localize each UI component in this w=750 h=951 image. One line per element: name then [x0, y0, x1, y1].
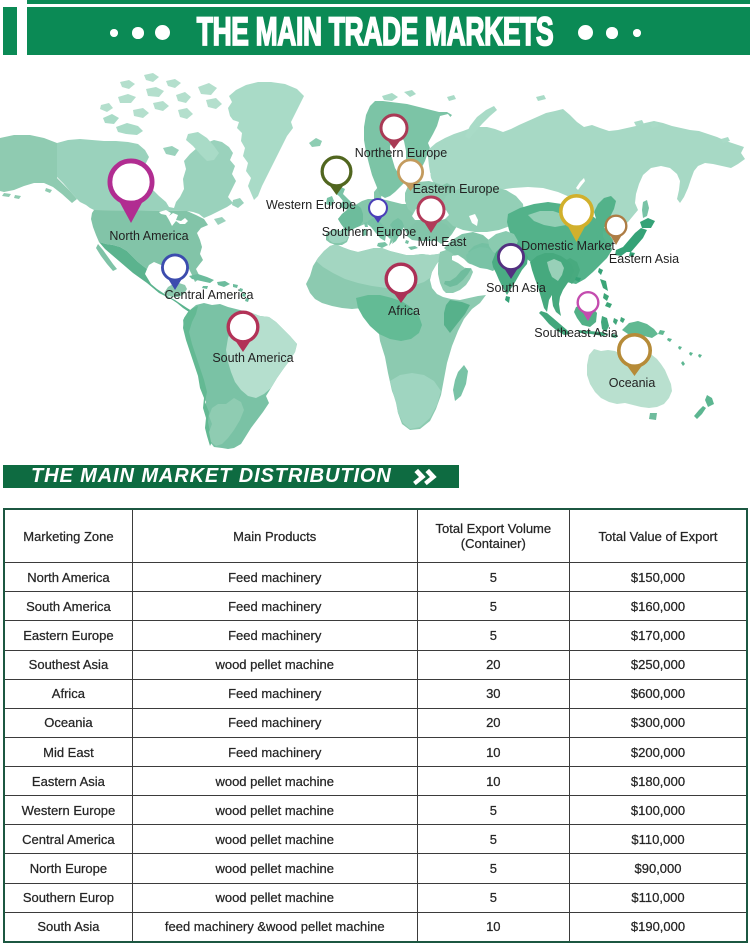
svg-text:Central America: Central America	[165, 288, 254, 302]
svg-text:Domestic Market: Domestic Market	[521, 239, 615, 253]
svg-text:Mid East: Mid East	[418, 235, 467, 249]
svg-text:Northern Europe: Northern Europe	[355, 146, 447, 160]
svg-text:North America: North America	[109, 229, 188, 243]
svg-text:Africa: Africa	[388, 304, 420, 318]
svg-text:Southern Europe: Southern Europe	[322, 225, 417, 239]
svg-text:Eastern Europe: Eastern Europe	[413, 182, 500, 196]
svg-text:Southeast Asia: Southeast Asia	[534, 326, 617, 340]
svg-text:Western Europe: Western Europe	[266, 198, 356, 212]
svg-text:South America: South America	[212, 351, 293, 365]
svg-text:South Asia: South Asia	[486, 281, 546, 295]
svg-text:Eastern Asia: Eastern Asia	[609, 252, 679, 266]
svg-text:Oceania: Oceania	[609, 376, 656, 390]
